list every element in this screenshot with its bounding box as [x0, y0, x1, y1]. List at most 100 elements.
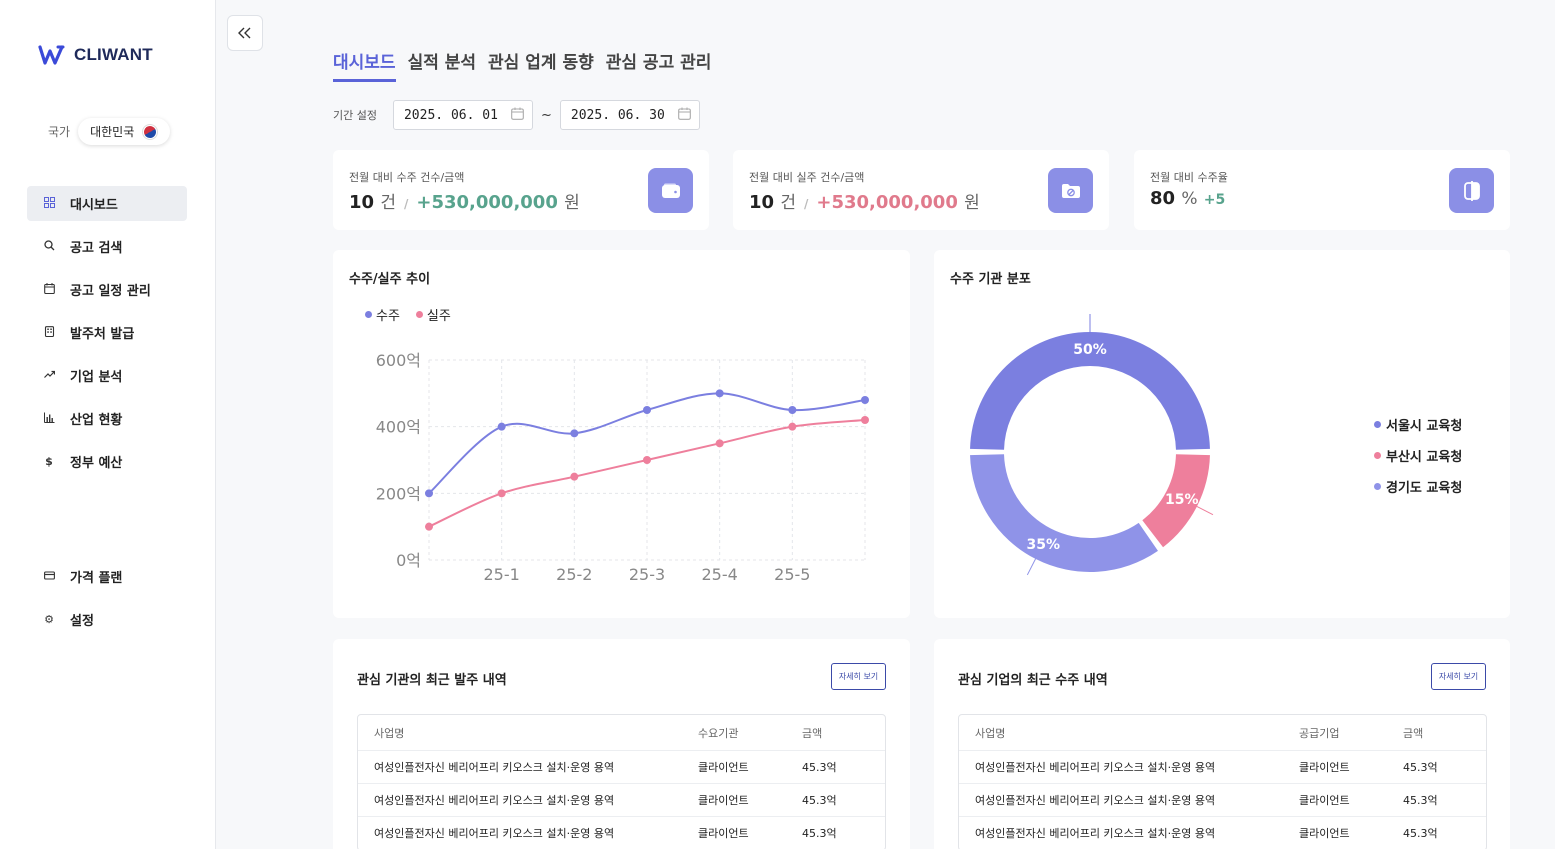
- start-date-input[interactable]: 2025. 06. 01: [392, 100, 533, 130]
- country-label: 국가: [48, 125, 71, 139]
- view-details-button[interactable]: 자세히 보기: [831, 663, 886, 690]
- recent-wins-table: 사업명 공급기업 금액 여성인플전자신 베리어프리 키오스크 설치·운영 용역 …: [958, 714, 1487, 849]
- data-point: [861, 416, 869, 424]
- tab-dashboard[interactable]: 대시보드: [333, 48, 396, 82]
- sidebar-item-orderer[interactable]: 발주처 발급: [27, 315, 187, 350]
- sidebar-item-settings[interactable]: ⚙ 설정: [27, 602, 187, 637]
- logo-text: CLIWANT: [74, 45, 153, 64]
- cell-supplier: 클라이언트: [1299, 827, 1350, 840]
- legend-dot: [1374, 452, 1381, 459]
- stat-amount: +530,000,000: [416, 192, 558, 213]
- trend-icon: [43, 369, 55, 383]
- table-row[interactable]: 여성인플전자신 베리어프리 키오스크 설치·운영 용역 클라이언트 45.3억: [959, 751, 1486, 784]
- cell-project: 여성인플전자신 베리어프리 키오스크 설치·운영 용역: [975, 794, 1216, 807]
- stat-amount: +530,000,000: [816, 192, 958, 213]
- column-header[interactable]: 금액: [802, 726, 823, 740]
- logo[interactable]: CLIWANT: [38, 44, 153, 66]
- sidebar-item-industry[interactable]: 산업 현황: [27, 401, 187, 436]
- column-header[interactable]: 금액: [1403, 726, 1424, 740]
- data-point: [643, 456, 651, 464]
- column-header[interactable]: 사업명: [374, 726, 405, 740]
- end-date-input[interactable]: 2025. 06. 30: [559, 100, 700, 130]
- calendar-icon[interactable]: [511, 107, 524, 123]
- sidebar-item-notice-search[interactable]: 공고 검색: [27, 229, 187, 264]
- table-header: 사업명 수요기관 금액: [358, 715, 885, 751]
- sidebar-item-label: 산업 현황: [70, 413, 123, 428]
- table-header: 사업명 공급기업 금액: [959, 715, 1486, 751]
- x-tick-label: 25-3: [629, 565, 665, 584]
- column-header[interactable]: 수요기관: [698, 726, 739, 740]
- column-header[interactable]: 사업명: [975, 726, 1006, 740]
- legend-dot: [415, 311, 423, 318]
- stat-value: 10 건 / +530,000,000 원: [349, 188, 580, 213]
- sidebar-item-pricing[interactable]: 가격 플랜: [27, 559, 187, 594]
- legend-item-gyeonggi[interactable]: 경기도 교육청: [1374, 477, 1462, 496]
- legend-label: 서울시 교육청: [1386, 419, 1463, 434]
- column-header[interactable]: 공급기업: [1299, 726, 1340, 740]
- pie-legend: 서울시 교육청 부산시 교육청 경기도 교육청: [1374, 415, 1462, 508]
- data-point: [715, 389, 724, 398]
- table-row[interactable]: 여성인플전자신 베리어프리 키오스크 설치·운영 용역 클라이언트 45.3억: [358, 817, 885, 849]
- sidebar-item-budget[interactable]: $ 정부 예산: [27, 444, 187, 479]
- table-row[interactable]: 여성인플전자신 베리어프리 키오스크 설치·운영 용역 클라이언트 45.3억: [358, 751, 885, 784]
- cell-project: 여성인플전자신 베리어프리 키오스크 설치·운영 용역: [374, 827, 615, 840]
- legend-item-seoul[interactable]: 서울시 교육청: [1374, 415, 1462, 434]
- stat-amount-unit: 원: [964, 193, 980, 213]
- dollar-icon: $: [45, 455, 53, 468]
- cell-supplier: 클라이언트: [1299, 761, 1350, 774]
- data-point: [497, 489, 506, 498]
- view-details-button[interactable]: 자세히 보기: [1431, 663, 1486, 690]
- stat-rate: 80: [1150, 188, 1176, 209]
- cell-project: 여성인플전자신 베리어프리 키오스크 설치·운영 용역: [374, 794, 615, 807]
- sidebar-collapse-button[interactable]: [227, 15, 263, 51]
- y-tick-label: 0억: [396, 551, 421, 570]
- sidebar-item-schedule[interactable]: 공고 일정 관리: [27, 272, 187, 307]
- grid-icon: [43, 196, 55, 211]
- country-chip[interactable]: 대한민국: [78, 118, 171, 145]
- logo-mark-icon: [38, 45, 65, 65]
- sidebar-item-label: 발주처 발급: [70, 327, 135, 342]
- stat-card-win: 전월 대비 수주 건수/금액 10 건 / +530,000,000 원: [333, 150, 709, 230]
- cell-agency: 클라이언트: [698, 827, 749, 840]
- sidebar-item-company-analysis[interactable]: 기업 분석: [27, 358, 187, 393]
- gear-icon: ⚙: [44, 613, 54, 626]
- tab-industry-trend[interactable]: 관심 업계 동향: [488, 53, 594, 73]
- sidebar-nav: 대시보드 공고 검색 공고 일정 관리 발주처 발급 기업 분석: [27, 186, 187, 487]
- leader-line: [1194, 505, 1214, 516]
- sidebar-item-dashboard[interactable]: 대시보드: [27, 186, 187, 221]
- recent-orders-card: 관심 기관의 최근 발주 내역 자세히 보기 사업명 수요기관 금액 여성인플전…: [333, 639, 910, 849]
- chart-title: 수주 기관 분포: [950, 272, 1031, 287]
- tab-performance[interactable]: 실적 분석: [407, 53, 477, 73]
- table-row[interactable]: 여성인플전자신 베리어프리 키오스크 설치·운영 용역 클라이언트 45.3억: [959, 784, 1486, 817]
- legend-dot: [1374, 421, 1381, 428]
- sidebar-item-label: 공고 검색: [70, 241, 123, 256]
- search-icon: [43, 239, 55, 254]
- legend-item-loss[interactable]: 실주: [415, 305, 451, 324]
- sidebar: CLIWANT 국가 대한민국 대시보드 공고 검색 공고 일정 관리: [0, 0, 216, 849]
- line-chart-legend: 수주 실주: [365, 305, 451, 324]
- main-tabs: 대시보드 실적 분석 관심 업계 동향 관심 공고 관리: [333, 48, 711, 82]
- calendar-icon[interactable]: [678, 107, 691, 123]
- tab-notice-management[interactable]: 관심 공고 관리: [605, 53, 712, 73]
- legend-dot: [1374, 483, 1381, 490]
- legend-item-win[interactable]: 수주: [365, 305, 400, 324]
- table-row[interactable]: 여성인플전자신 베리어프리 키오스크 설치·운영 용역 클라이언트 45.3억: [959, 817, 1486, 849]
- legend-label: 경기도 교육청: [1386, 481, 1463, 496]
- stat-rate-unit: %: [1181, 189, 1198, 209]
- stat-card-rate: 전월 대비 수주율 80 % +5: [1134, 150, 1510, 230]
- period-label: 기간 설정: [333, 109, 377, 122]
- data-point: [570, 429, 579, 438]
- data-point: [643, 406, 651, 414]
- data-point: [715, 439, 724, 448]
- country-value: 대한민국: [90, 125, 135, 139]
- donut-chart: 50% 15% 35%: [970, 314, 1214, 576]
- y-tick-label: 600억: [376, 351, 421, 370]
- x-tick-label: 25-4: [702, 565, 738, 584]
- split-icon: [1449, 168, 1494, 213]
- cell-amount: 45.3억: [1403, 794, 1438, 807]
- table-row[interactable]: 여성인플전자신 베리어프리 키오스크 설치·운영 용역 클라이언트 45.3억: [358, 784, 885, 817]
- y-tick-label: 400억: [376, 418, 421, 437]
- recent-orders-table: 사업명 수요기관 금액 여성인플전자신 베리어프리 키오스크 설치·운영 용역 …: [357, 714, 886, 849]
- korea-flag-icon: [142, 123, 159, 140]
- legend-item-busan[interactable]: 부산시 교육청: [1374, 446, 1462, 465]
